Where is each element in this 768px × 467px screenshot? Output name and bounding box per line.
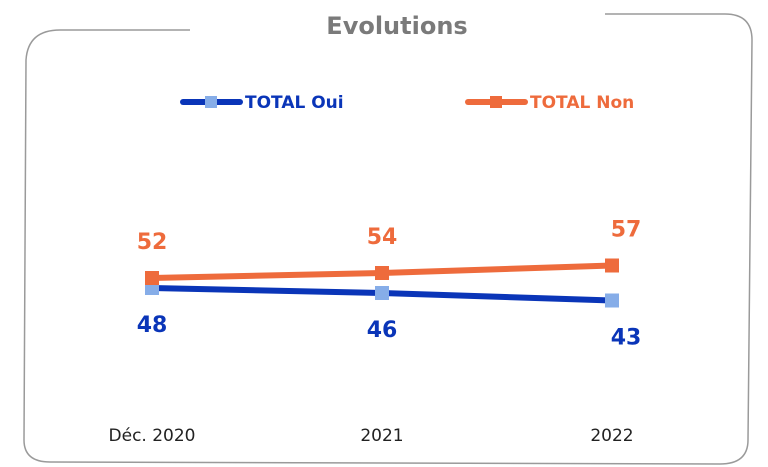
data-label: 46 xyxy=(367,318,398,343)
legend-marker xyxy=(205,96,217,108)
data-label: 57 xyxy=(611,218,642,243)
x-tick-label: 2022 xyxy=(590,426,633,446)
data-label: 54 xyxy=(367,225,398,250)
legend-label: TOTAL Oui xyxy=(245,93,344,113)
data-label: 43 xyxy=(611,326,642,351)
data-label: 48 xyxy=(137,313,168,338)
frame xyxy=(23,13,753,465)
marker xyxy=(145,271,159,285)
marker xyxy=(605,293,619,308)
legend-label: TOTAL Non xyxy=(530,93,634,113)
marker xyxy=(605,258,619,273)
marker xyxy=(375,266,389,280)
legend-marker xyxy=(490,96,502,108)
data-label: 52 xyxy=(137,230,168,255)
x-tick-label: Déc. 2020 xyxy=(109,426,196,446)
marker xyxy=(375,286,389,300)
chart-title: Evolutions xyxy=(326,12,467,40)
x-tick-label: 2021 xyxy=(360,426,403,446)
